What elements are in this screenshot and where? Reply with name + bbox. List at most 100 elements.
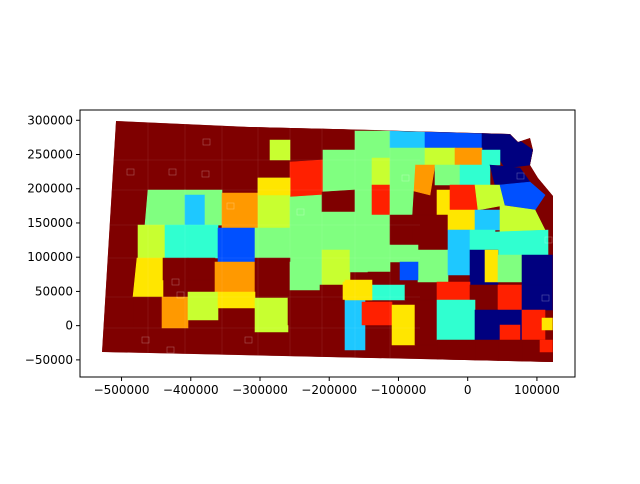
county-91	[436, 299, 476, 341]
county-31	[321, 189, 356, 213]
county-97	[436, 339, 476, 362]
y-tick-label-5: 200000	[27, 182, 73, 196]
county-57	[187, 257, 216, 281]
x-tick-label-5: 0	[464, 383, 472, 397]
town-outline-10	[141, 336, 150, 344]
y-tick-label-1: 0	[65, 319, 73, 333]
county-45	[321, 211, 356, 251]
x-axis: −500000 −400000 −300000 −200000 −100000 0 1000…	[94, 377, 560, 397]
town-outline-6	[171, 278, 180, 286]
county-7	[459, 132, 483, 149]
y-tick-label-6: 250000	[27, 148, 73, 162]
y-tick-label-3: 100000	[27, 250, 73, 264]
county-53	[469, 229, 496, 251]
y-tick-label-4: 150000	[27, 216, 73, 230]
county-102	[539, 339, 553, 353]
county-43	[254, 227, 291, 259]
town-outline-5	[296, 208, 305, 216]
county-29	[257, 177, 291, 196]
county-38	[499, 181, 546, 211]
county-65	[447, 249, 471, 276]
county-96	[499, 324, 521, 341]
axes-frame	[79, 109, 576, 378]
county-9	[494, 133, 534, 169]
county-44	[289, 229, 323, 263]
x-tick-label-0: −500000	[94, 383, 150, 397]
county-95	[344, 279, 373, 301]
county-69	[521, 254, 553, 286]
y-tick-label-0: −50000	[25, 353, 73, 367]
x-tick-label-2: −300000	[232, 383, 288, 397]
county-71	[399, 261, 419, 281]
county-80	[367, 284, 406, 301]
y-tick-label-7: 300000	[27, 113, 73, 127]
county-16	[424, 147, 456, 166]
x-tick-label-1: −400000	[163, 383, 219, 397]
county-68	[497, 254, 523, 283]
county-73	[161, 296, 189, 329]
x-tick-label-6: 100000	[514, 383, 560, 397]
county-6	[424, 131, 461, 149]
county-58	[214, 261, 256, 293]
county-40	[164, 224, 191, 259]
county-15	[389, 147, 426, 166]
county-41	[189, 224, 219, 259]
state-outline	[102, 121, 553, 362]
county-23	[144, 189, 186, 226]
county-67	[484, 249, 499, 283]
county-64	[417, 249, 449, 283]
county-39	[137, 224, 166, 259]
county-42	[217, 227, 256, 263]
county-101	[541, 317, 553, 331]
county-52	[447, 229, 471, 251]
county-99	[497, 339, 523, 362]
county-86	[319, 299, 346, 326]
town-outline-12	[516, 172, 525, 180]
county-47	[389, 214, 413, 246]
town-outline-7	[176, 291, 185, 299]
y-tick-label-2: 50000	[35, 284, 73, 298]
county-32	[354, 184, 373, 216]
town-outline-14	[544, 236, 553, 244]
town-outline-13	[541, 294, 550, 302]
county-17	[454, 147, 483, 166]
county-26	[204, 194, 223, 226]
county-46	[354, 214, 391, 246]
county-77	[287, 297, 321, 326]
county-62	[349, 244, 391, 273]
town-outline-2	[202, 138, 211, 146]
county-56	[162, 257, 189, 281]
county-88	[361, 301, 393, 326]
y-axis: −50000 0 50000 100000 150000 200000 250000 3000…	[25, 113, 80, 367]
town-outline-0	[126, 168, 135, 176]
county-94	[521, 309, 546, 341]
county-82	[436, 281, 471, 301]
county-33	[371, 184, 391, 216]
town-outline-1	[168, 168, 177, 176]
county-20	[434, 164, 461, 186]
county-49	[447, 209, 476, 231]
county-13	[354, 159, 373, 186]
county-2	[322, 127, 356, 153]
county-60	[289, 261, 323, 291]
county-85	[521, 284, 553, 311]
town-outline-4	[226, 202, 235, 210]
county-92	[474, 309, 499, 341]
county-50	[474, 209, 501, 231]
county-75	[217, 291, 256, 309]
county-4	[374, 130, 391, 159]
county-54	[494, 229, 549, 256]
county-90	[414, 299, 438, 346]
town-outline-8	[244, 336, 253, 344]
county-10	[269, 139, 291, 161]
county-76	[254, 297, 289, 333]
county-84	[497, 284, 523, 311]
county-11	[289, 159, 324, 198]
town-outline-11	[401, 174, 410, 182]
county-5	[389, 130, 426, 149]
county-89	[391, 304, 416, 346]
county-70	[367, 271, 401, 286]
county-21	[459, 164, 491, 186]
town-outline-3	[201, 170, 210, 178]
